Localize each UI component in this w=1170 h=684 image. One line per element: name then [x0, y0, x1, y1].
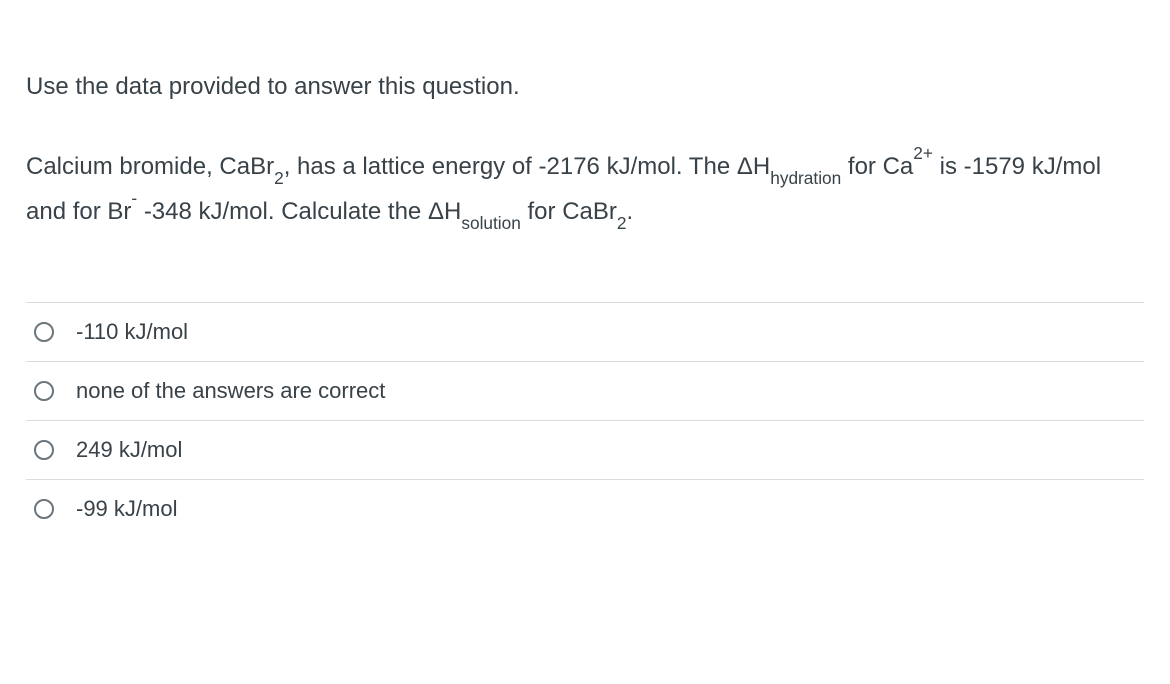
final-formula-sub: 2: [617, 213, 627, 233]
option-1[interactable]: -110 kJ/mol: [26, 303, 1144, 362]
radio-icon: [34, 381, 54, 401]
instruction-text: Use the data provided to answer this que…: [26, 70, 1144, 104]
formula-sub: 2: [274, 168, 284, 188]
option-4[interactable]: -99 kJ/mol: [26, 480, 1144, 538]
ion1: Ca2+: [883, 153, 933, 180]
delta-h-hydration: ΔHhydration: [737, 153, 841, 180]
delta-h-solution: ΔHsolution: [428, 198, 521, 225]
option-2[interactable]: none of the answers are correct: [26, 362, 1144, 421]
option-label: -99 kJ/mol: [76, 496, 177, 522]
final-formula-base: CaBr: [562, 198, 617, 225]
option-3[interactable]: 249 kJ/mol: [26, 421, 1144, 480]
question-container: Use the data provided to answer this que…: [0, 0, 1170, 538]
formula: CaBr2: [219, 153, 283, 180]
ion1-value: -1579 kJ/mol: [964, 153, 1101, 180]
formula-base: CaBr: [219, 153, 274, 180]
solution-sub: solution: [461, 213, 521, 233]
radio-icon: [34, 440, 54, 460]
option-label: 249 kJ/mol: [76, 437, 182, 463]
ion2: Br-: [107, 198, 137, 225]
ion1-sup: 2+: [913, 143, 933, 163]
ion1-base: Ca: [883, 153, 914, 180]
lattice-energy-value: -2176 kJ/mol: [539, 153, 676, 180]
hydration-sub: hydration: [770, 168, 841, 188]
ion2-sup: -: [131, 188, 137, 208]
ion2-value: -348 kJ/mol: [144, 198, 268, 225]
dh-symbol: ΔH: [737, 153, 770, 180]
option-label: -110 kJ/mol: [76, 319, 188, 345]
dh-symbol-2: ΔH: [428, 198, 461, 225]
ion2-base: Br: [107, 198, 131, 225]
final-formula: CaBr2: [562, 198, 626, 225]
radio-icon: [34, 499, 54, 519]
question-text: Calcium bromide, CaBr2, has a lattice en…: [26, 144, 1144, 234]
radio-icon: [34, 322, 54, 342]
compound-name: Calcium bromide: [26, 153, 206, 180]
options-list: -110 kJ/mol none of the answers are corr…: [26, 302, 1144, 538]
option-label: none of the answers are correct: [76, 378, 385, 404]
